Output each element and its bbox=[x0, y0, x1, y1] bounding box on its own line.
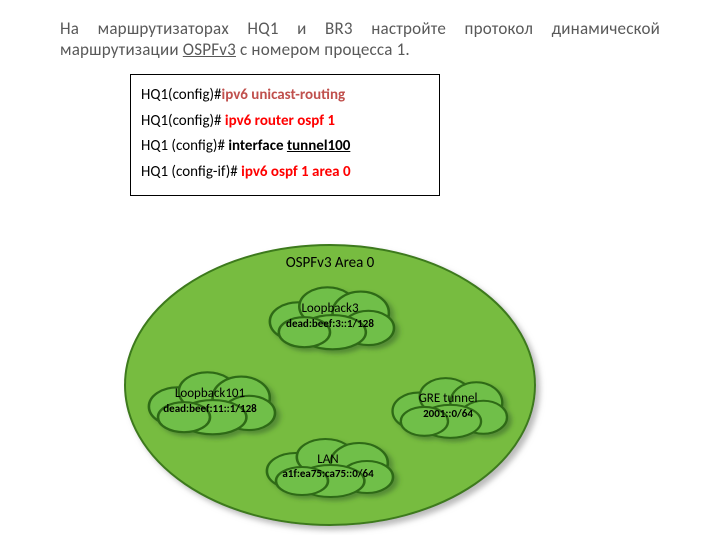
instruction-emph: OSPFv3 bbox=[183, 39, 236, 60]
cmd-underline-part: tunnel100 bbox=[287, 137, 350, 155]
node-addr: dead:beef:11::1/128 bbox=[163, 402, 257, 415]
node-addr: dead:beef:3::1/128 bbox=[286, 317, 374, 330]
area-title: OSPFv3 Area 0 bbox=[286, 254, 375, 272]
node-name: LAN bbox=[317, 452, 338, 467]
cmd-prompt: HQ1 (config-if)# bbox=[141, 163, 241, 181]
cmd-line-3: HQ1 (config)# interface tunnel100 bbox=[141, 134, 429, 160]
node-name: Loopback101 bbox=[175, 386, 245, 401]
cmd-line-2: HQ1(config)# ipv6 router ospf 1 bbox=[141, 109, 429, 135]
instruction-post: с номером процесса 1. bbox=[236, 39, 410, 60]
cmd-line-1: HQ1(config)#ipv6 unicast-routing bbox=[141, 83, 429, 109]
cmd-prompt: HQ1 (config)# bbox=[141, 137, 228, 155]
cmd-text: ipv6 ospf 1 area 0 bbox=[241, 163, 350, 181]
command-box: HQ1(config)#ipv6 unicast-routing HQ1(con… bbox=[130, 74, 440, 196]
cmd-text: interface tunnel100 bbox=[228, 137, 350, 155]
ospf-diagram: OSPFv3 Area 0 Loopback3 dead:beef:3::1/1… bbox=[100, 220, 560, 535]
node-addr: a1f:ea75:ca75::0/64 bbox=[282, 467, 374, 480]
cmd-prompt: HQ1(config)# bbox=[141, 112, 225, 130]
cmd-line-4: HQ1 (config-if)# ipv6 ospf 1 area 0 bbox=[141, 160, 429, 186]
cmd-text: ipv6 unicast-routing bbox=[222, 86, 346, 104]
node-addr: 2001::0/64 bbox=[423, 407, 473, 420]
node-name: Loopback3 bbox=[301, 301, 358, 316]
instruction-text: На маршрутизаторах HQ1 и BR3 настройте п… bbox=[60, 18, 660, 61]
node-name: GRE tunnel bbox=[419, 391, 478, 406]
slide: На маршрутизаторах HQ1 и BR3 настройте п… bbox=[0, 0, 720, 540]
cmd-text: ipv6 router ospf 1 bbox=[225, 112, 335, 130]
cmd-prompt: HQ1(config)# bbox=[141, 86, 222, 104]
